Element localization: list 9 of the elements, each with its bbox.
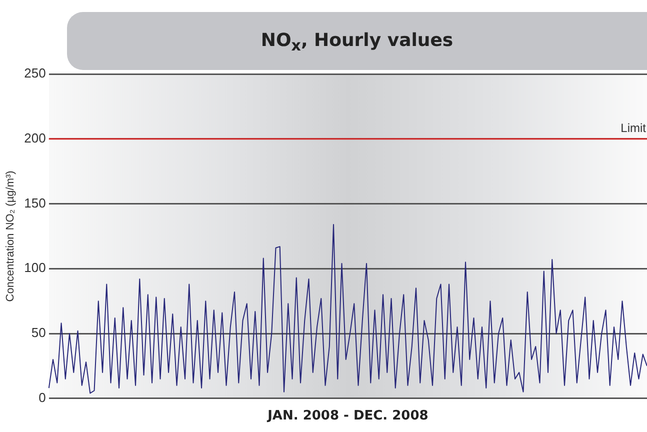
y-axis-title: Concentration NO₂ (µg/m³): [4, 170, 17, 302]
ref-line-label: Limit: [620, 121, 647, 136]
y-tick-label: 250: [24, 66, 46, 81]
x-axis-title: JAN. 2008 - DEC. 2008: [266, 408, 428, 424]
y-tick-label: 0: [38, 390, 46, 405]
y-tick-label: 150: [24, 195, 46, 210]
y-tick-label: 50: [31, 325, 46, 340]
y-tick-label: 200: [24, 130, 46, 146]
y-tick-label: 100: [24, 260, 46, 276]
